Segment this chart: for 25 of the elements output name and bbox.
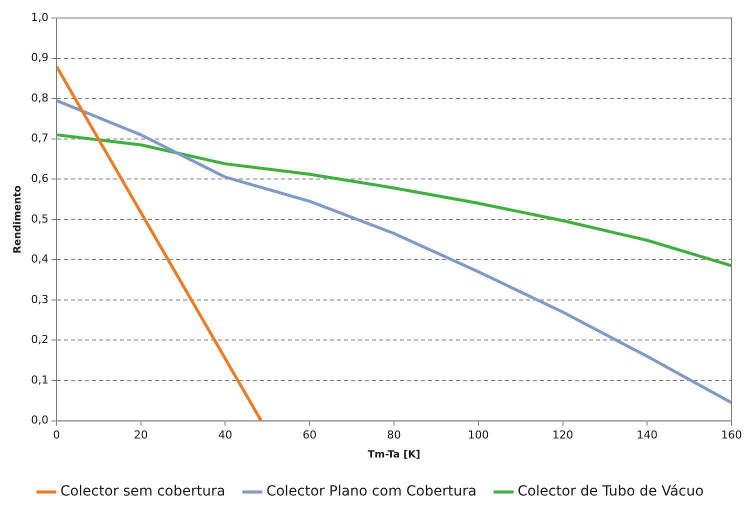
x-tick-label: 140 — [636, 428, 658, 442]
x-tick-label: 160 — [721, 428, 742, 442]
x-tick-label: 60 — [302, 428, 317, 442]
y-tick-label: 1,0 — [30, 10, 48, 24]
y-tick-label: 0,3 — [30, 292, 48, 306]
x-tick-label: 20 — [134, 428, 148, 442]
x-tick-label: 0 — [52, 428, 60, 442]
y-tick-label: 0,8 — [30, 91, 48, 104]
y-tick-label: 0,6 — [30, 172, 48, 185]
x-tick-label: 100 — [468, 428, 489, 442]
legend-label: Colector de Tubo de Vácuo — [518, 484, 704, 500]
y-tick-label: 0,2 — [30, 333, 48, 346]
y-axis-title: Rendimento — [12, 185, 24, 254]
y-tick-label: 0,1 — [30, 373, 48, 386]
y-tick-label: 0,7 — [30, 132, 48, 145]
x-tick-label: 80 — [387, 428, 401, 442]
x-tick-label: 120 — [552, 428, 574, 442]
y-tick-label: 0,0 — [30, 414, 48, 427]
y-tick-label: 0,5 — [30, 212, 48, 226]
x-axis-title: Tm-Ta [K] — [368, 450, 420, 461]
x-tick-label: 40 — [218, 428, 232, 442]
legend-label: Colector Plano com Cobertura — [266, 484, 477, 500]
y-tick-label: 0,4 — [30, 252, 48, 266]
y-tick-label: 0,9 — [30, 51, 48, 64]
legend-label: Colector sem cobertura — [60, 484, 226, 500]
